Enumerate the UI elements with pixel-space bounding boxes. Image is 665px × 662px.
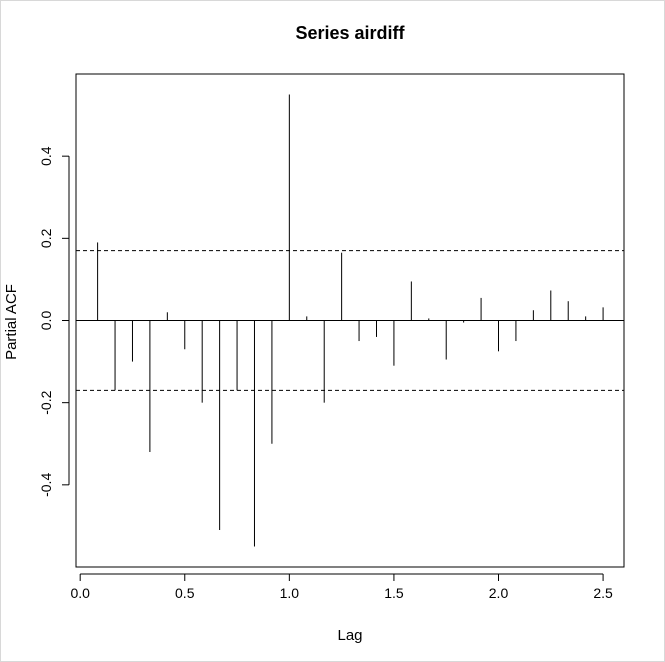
y-tick-label: 0.4 [38,146,54,166]
y-tick-label: -0.4 [38,473,54,497]
x-tick-label: 1.0 [280,585,300,601]
y-tick-label: 0.2 [38,228,54,248]
x-tick-label: 0.0 [70,585,90,601]
x-tick-label: 2.5 [593,585,613,601]
x-tick-label: 1.5 [384,585,404,601]
x-tick-label: 0.5 [175,585,195,601]
x-tick-label: 2.0 [489,585,509,601]
y-tick-label: 0.0 [38,311,54,331]
plot-marks: 0.0 0.5 1.0 1.5 2.0 2.5 -0.4 -0.2 0.0 0.2 0.4 [38,94,624,601]
chart-title: Series airdiff [295,23,405,43]
y-tick-label: -0.2 [38,390,54,414]
y-axis-label: Partial ACF [3,284,20,360]
x-axis-label: Lag [337,627,362,644]
